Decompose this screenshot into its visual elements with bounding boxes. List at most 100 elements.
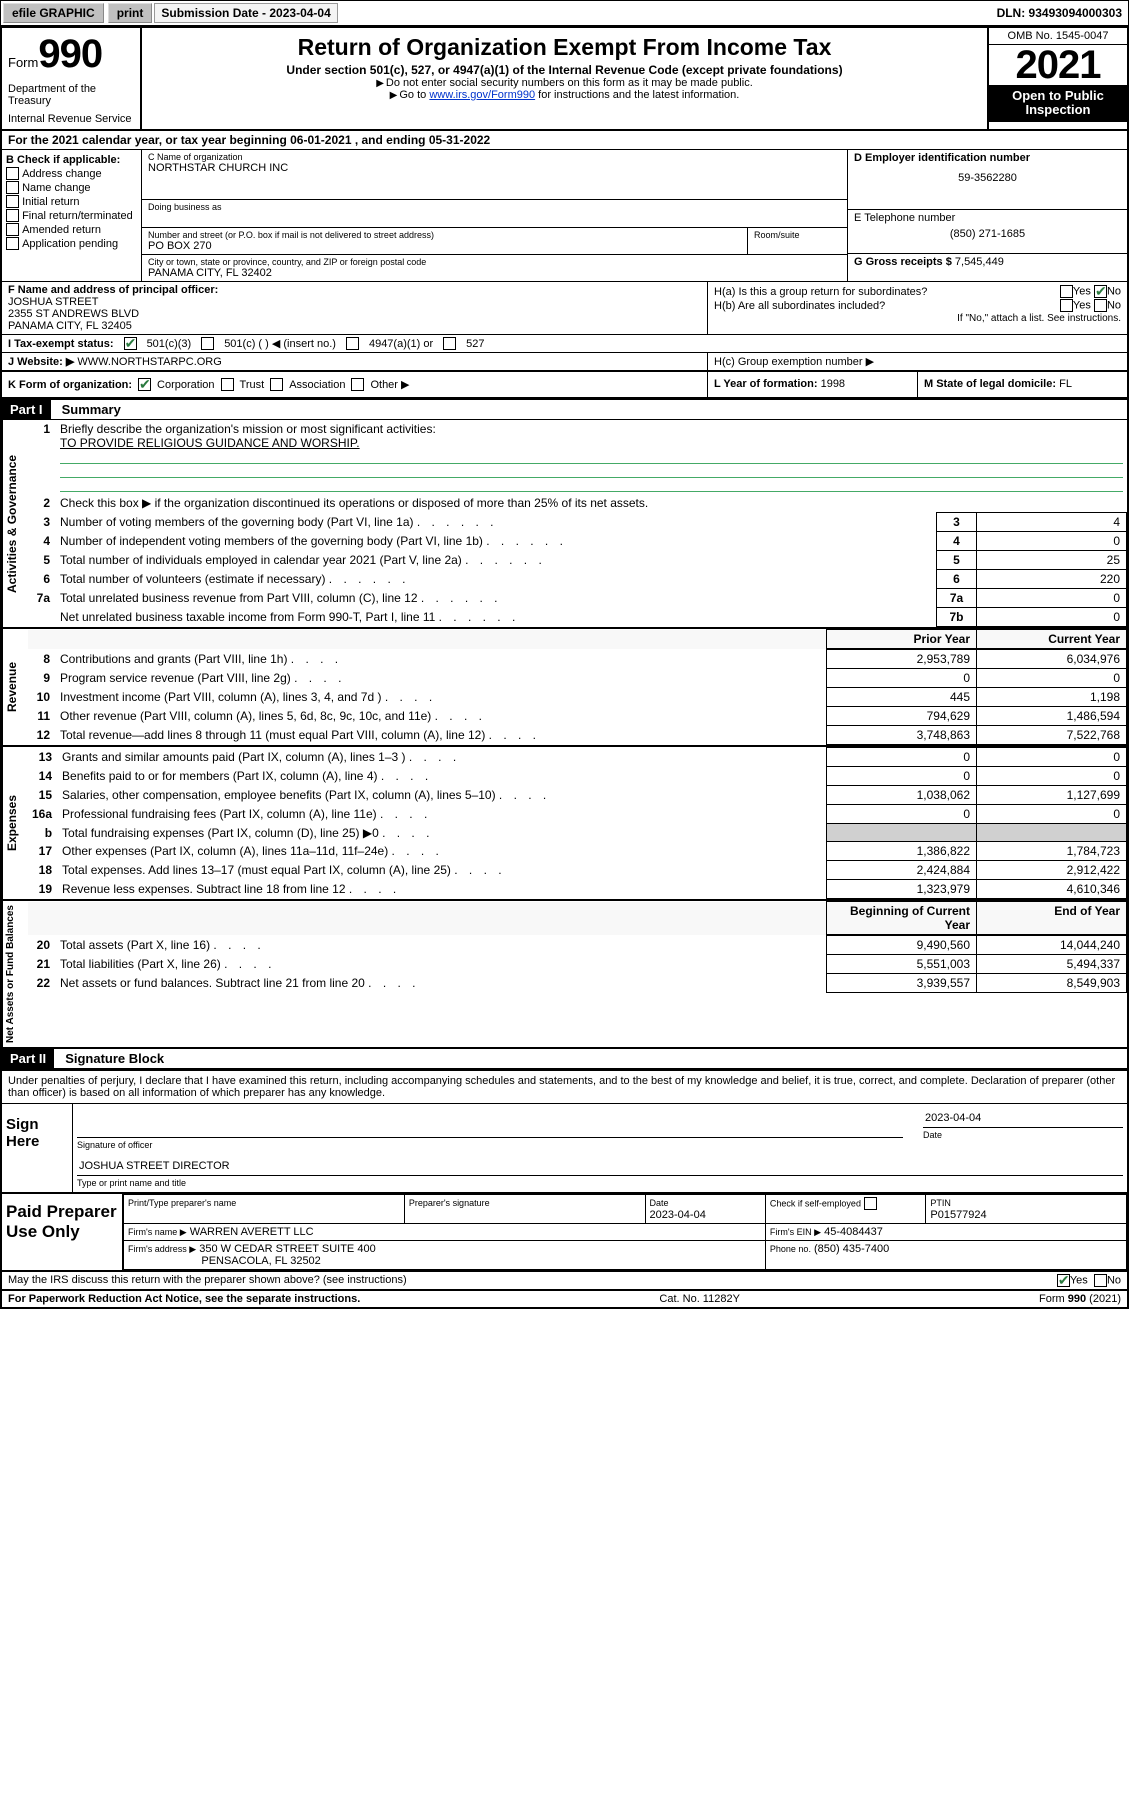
chk-address-change[interactable] [6, 167, 19, 180]
gross-receipts: 7,545,449 [955, 256, 1004, 268]
mission-label: Briefly describe the organization's miss… [60, 422, 436, 436]
officer-row: F Name and address of principal officer:… [2, 282, 1127, 335]
b-header: B Check if applicable: [6, 154, 137, 166]
efile-button[interactable]: efile GRAPHIC [3, 3, 104, 23]
chk-corp[interactable] [138, 378, 151, 391]
current-year-header: Current Year [977, 630, 1127, 649]
part1-header: Part I Summary [2, 398, 1127, 420]
room-box: Room/suite [747, 228, 847, 254]
note-goto-pre: Go to [399, 89, 429, 101]
toolbar: efile GRAPHIC print Submission Date - 20… [0, 0, 1129, 26]
ptin: P01577924 [930, 1209, 986, 1221]
name-box: C Name of organization NORTHSTAR CHURCH … [142, 150, 847, 200]
note-goto-post: for instructions and the latest informat… [535, 89, 739, 101]
chk-application-pending[interactable] [6, 237, 19, 250]
form-prefix: Form [8, 55, 38, 70]
col-b: B Check if applicable: Address change Na… [2, 150, 142, 281]
form-subtitle: Under section 501(c), 527, or 4947(a)(1)… [150, 63, 979, 77]
ein-value: 59-3562280 [854, 172, 1121, 184]
irs-link[interactable]: www.irs.gov/Form990 [429, 89, 535, 101]
ein-box: D Employer identification number 59-3562… [848, 150, 1127, 210]
tax-exempt-row: I Tax-exempt status: 501(c)(3) 501(c) ( … [2, 335, 1127, 353]
prior-year-header: Prior Year [827, 630, 977, 649]
title-cell: Return of Organization Exempt From Incom… [142, 28, 987, 129]
chk-amended[interactable] [6, 223, 19, 236]
form-id-cell: Form990 Department of the Treasury Inter… [2, 28, 142, 129]
identity-grid: B Check if applicable: Address change Na… [2, 150, 1127, 282]
print-button[interactable]: print [108, 3, 153, 23]
website-row: J Website: ▶ WWW.NORTHSTARPC.ORG H(c) Gr… [2, 353, 1127, 372]
state-domicile: FL [1059, 378, 1072, 390]
paperwork-notice: For Paperwork Reduction Act Notice, see … [8, 1293, 360, 1305]
cat-no: Cat. No. 11282Y [659, 1293, 740, 1305]
sig-date: 2023-04-04 [923, 1110, 1123, 1128]
chk-527[interactable] [443, 337, 456, 350]
addr-box: Number and street (or P.O. box if mail i… [142, 228, 747, 254]
part2-header: Part II Signature Block [2, 1047, 1127, 1069]
prep-date: 2023-04-04 [650, 1209, 706, 1221]
col-right: D Employer identification number 59-3562… [847, 150, 1127, 281]
chk-assoc[interactable] [270, 378, 283, 391]
street-address: PO BOX 270 [148, 240, 741, 252]
ha-no[interactable] [1094, 285, 1107, 298]
open-public: Open to Public Inspection [989, 85, 1127, 122]
chk-initial-return[interactable] [6, 195, 19, 208]
submission-date: Submission Date - 2023-04-04 [154, 3, 337, 23]
line2-text: Check this box ▶ if the organization dis… [60, 496, 648, 510]
end-year-header: End of Year [977, 902, 1127, 935]
h-box: H(a) Is this a group return for subordin… [707, 282, 1127, 334]
city-state-zip: PANAMA CITY, FL 32402 [148, 267, 841, 279]
form-ref: Form 990 (2021) [1039, 1293, 1121, 1305]
firm-addr2: PENSACOLA, FL 32502 [201, 1255, 320, 1267]
year-formation: 1998 [821, 378, 845, 390]
firm-addr1: 350 W CEDAR STREET SUITE 400 [199, 1243, 375, 1255]
dln: DLN: 93493094000303 [997, 6, 1128, 20]
discuss-no[interactable] [1094, 1274, 1107, 1287]
f-box: F Name and address of principal officer:… [2, 282, 707, 334]
preparer-area: Paid Preparer Use Only Print/Type prepar… [2, 1192, 1127, 1272]
discuss-row: May the IRS discuss this return with the… [2, 1272, 1127, 1289]
row-a: For the 2021 calendar year, or tax year … [2, 131, 1127, 150]
hb-no[interactable] [1094, 299, 1107, 312]
mission-text: TO PROVIDE RELIGIOUS GUIDANCE AND WORSHI… [60, 436, 360, 450]
form-header: Form990 Department of the Treasury Inter… [2, 28, 1127, 131]
firm-ein: 45-4084437 [824, 1226, 883, 1238]
website-url[interactable]: WWW.NORTHSTARPC.ORG [77, 356, 221, 368]
chk-trust[interactable] [221, 378, 234, 391]
sign-here-area: Sign Here Signature of officer 2023-04-0… [2, 1103, 1127, 1192]
governance-label: Activities & Governance [2, 420, 28, 627]
ha-yes[interactable] [1060, 285, 1073, 298]
revenue-label: Revenue [2, 629, 28, 745]
chk-501c3[interactable] [124, 337, 137, 350]
form-container: Form990 Department of the Treasury Inter… [0, 26, 1129, 1309]
chk-self-employed[interactable] [864, 1197, 877, 1210]
col-mid: C Name of organization NORTHSTAR CHURCH … [142, 150, 1127, 281]
chk-name-change[interactable] [6, 181, 19, 194]
chk-501c[interactable] [201, 337, 214, 350]
form-title: Return of Organization Exempt From Incom… [150, 34, 979, 61]
phone-value: (850) 271-1685 [854, 228, 1121, 240]
phone-box: E Telephone number (850) 271-1685 [848, 210, 1127, 254]
officer-name: JOSHUA STREET [8, 296, 701, 308]
irs-label: Internal Revenue Service [8, 113, 134, 125]
form-number: 990 [38, 32, 102, 76]
officer-name-title: JOSHUA STREET DIRECTOR [77, 1158, 1123, 1176]
note-ssn: Do not enter social security numbers on … [386, 77, 753, 89]
city-box: City or town, state or province, country… [142, 255, 847, 281]
expenses-label: Expenses [2, 747, 28, 899]
netassets-label: Net Assets or Fund Balances [2, 901, 28, 1047]
dba-box: Doing business as [142, 200, 847, 228]
chk-4947[interactable] [346, 337, 359, 350]
firm-name: WARREN AVERETT LLC [190, 1226, 314, 1238]
org-name: NORTHSTAR CHURCH INC [148, 162, 841, 174]
hc-box: H(c) Group exemption number ▶ [707, 353, 1127, 370]
chk-final-return[interactable] [6, 209, 19, 222]
chk-other[interactable] [351, 378, 364, 391]
declaration-text: Under penalties of perjury, I declare th… [2, 1069, 1127, 1103]
firm-phone: (850) 435-7400 [814, 1243, 889, 1255]
gross-receipts-box: G Gross receipts $ 7,545,449 [848, 254, 1127, 276]
dept-treasury: Department of the Treasury [8, 83, 134, 107]
hb-yes[interactable] [1060, 299, 1073, 312]
officer-addr1: 2355 ST ANDREWS BLVD [8, 308, 701, 320]
discuss-yes[interactable] [1057, 1274, 1070, 1287]
